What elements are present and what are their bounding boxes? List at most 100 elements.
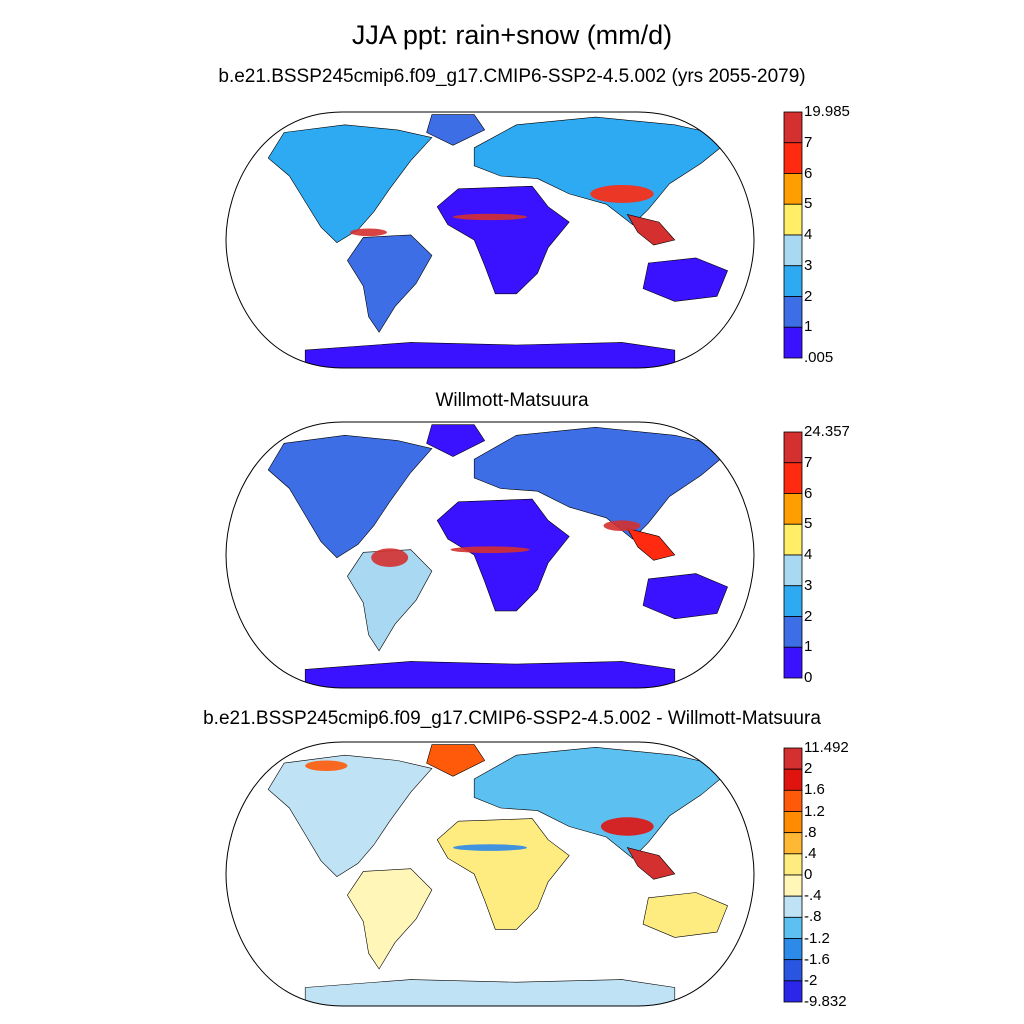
land-australia [642,257,728,302]
precip-band-2 [453,844,527,851]
land-africa [436,185,570,295]
colorbar-box [783,585,803,617]
land-greenland [426,424,486,457]
colorbar-box [783,747,803,770]
panel-title-obs: Willmott-Matsuura [435,390,589,411]
colorbar-box [783,789,803,812]
land-australia [642,573,728,620]
colorbar-tick-label: .4 [804,844,817,862]
land-greenland [426,114,486,146]
colorbar-box [783,173,803,205]
colorbar-box [783,265,803,297]
precip-band-2 [603,520,641,532]
land-africa [436,498,570,612]
colorbar-box [783,811,803,834]
land-africa [436,818,570,930]
panel-title-diff: b.e21.BSSP245cmip6.f09_g17.CMIP6-SSP2-4.… [203,708,821,729]
colorbar-tick-label: 11.492 [804,739,849,756]
colorbar-tick-label: 2 [804,287,813,305]
land-samerica [347,234,433,333]
land-eurasia [473,116,734,225]
colorbar-box [783,959,803,982]
colorbar-tick-label: 0 [804,866,813,883]
colorbar-tick-label: .8 [804,823,817,841]
precip-band-2 [350,228,388,237]
panel-title-model: b.e21.BSSP245cmip6.f09_g17.CMIP6-SSP2-4.… [218,66,806,87]
land-antarctica [304,342,676,368]
colorbar-box [783,203,803,236]
colorbar-box [783,895,803,918]
colorbar-tick-label: 3 [804,256,813,274]
colorbar-tick-label: 6 [804,484,813,502]
precip-band-0 [450,546,530,554]
land-seasia [626,213,676,246]
colorbar-tick-label: 3 [804,576,813,594]
colorbar-tick-label: 0 [804,669,813,686]
colorbar-box [783,554,803,587]
land-namerica [267,434,433,559]
colorbar-box [783,523,803,556]
land-seasia [626,847,676,880]
colorbar-tick-label: -1.6 [804,950,830,968]
colorbar-tick-label: 4 [804,226,813,243]
map-panel-0 [225,111,755,369]
map-border [225,111,755,369]
main-title: JJA ppt: rain+snow (mm/d) [351,20,673,50]
map-panel-2 [225,741,755,1007]
land-antarctica [304,661,676,688]
colorbar-box [783,326,803,359]
colorbar-tick-label: 1 [804,638,813,656]
colorbar-2 [783,747,803,1003]
colorbar-tick-label: 19.985 [804,103,850,120]
colorbar-tick-label: 24.357 [804,423,850,440]
colorbar-box [783,462,803,494]
colorbar-tick-label: .005 [804,349,834,366]
land-australia [642,892,728,938]
colorbar-box [783,431,803,464]
colorbar-tick-label: 7 [804,133,813,151]
colorbar-tick-label: -9.832 [804,993,847,1010]
colorbar-tick-label: 1 [804,318,813,336]
colorbar-tick-label: 6 [804,164,813,182]
colorbar-tick-label: 1.2 [804,802,825,820]
land-seasia [626,527,676,561]
land-samerica [347,868,433,970]
map-panel-1 [225,421,755,689]
map-border [225,741,755,1007]
land-antarctica [304,979,676,1006]
colorbar-0 [783,111,803,359]
precip-band-0 [600,817,654,836]
colorbar-box [783,938,803,961]
colorbar-tick-label: -2 [804,971,818,989]
precip-band-1 [371,548,409,567]
colorbar-tick-label: 2 [804,607,813,625]
colorbar-box [783,646,803,679]
colorbar-1 [783,431,803,679]
colorbar-box [783,296,803,328]
colorbar-box [783,493,803,525]
colorbar-tick-label: 2 [804,760,813,778]
colorbar-box [783,853,803,876]
colorbar-box [783,832,803,855]
land-namerica [267,124,433,243]
land-samerica [347,549,433,652]
colorbar-tick-label: 5 [804,195,813,213]
colorbar-tick-label: -.8 [804,908,822,926]
colorbar-box [783,616,803,648]
precip-band-1 [590,184,654,203]
colorbar-tick-label: 1.6 [804,781,825,799]
colorbar-box [783,768,803,791]
land-eurasia [473,746,734,859]
colorbar-box [783,874,803,897]
precip-band-0 [453,213,527,221]
land-namerica [267,754,433,877]
colorbar-tick-label: 5 [804,515,813,533]
land-greenland [426,744,486,777]
land-eurasia [473,426,734,540]
colorbar-box [783,142,803,174]
colorbar-tick-label: 7 [804,453,813,471]
colorbar-box [783,111,803,144]
colorbar-tick-label: -1.2 [804,929,830,947]
precip-band-1 [305,760,348,772]
